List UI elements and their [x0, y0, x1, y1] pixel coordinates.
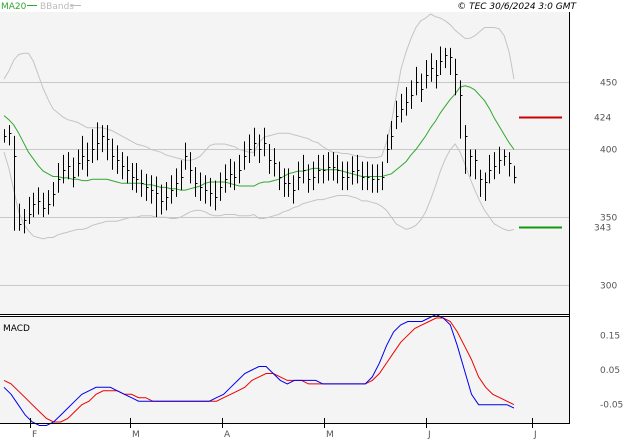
- ma20-line: [3, 85, 515, 191]
- copyright-text: © TEC 30/6/2024 3:0 GMT: [457, 2, 577, 12]
- x-tick-label: A: [224, 430, 231, 440]
- ma20-polyline: [3, 85, 515, 191]
- legend-ma20: MA20: [1, 2, 27, 12]
- level-markers: 424 343: [519, 114, 611, 234]
- x-tick-label: J: [533, 430, 537, 440]
- macd-line: [3, 313, 515, 426]
- price-y-tick-label: 350: [600, 214, 617, 224]
- macd-y-tick-label: -0.05: [600, 401, 623, 411]
- x-tick-label: M: [132, 430, 140, 440]
- bb-lower-line: [3, 143, 515, 240]
- price-bars: [4, 46, 517, 234]
- x-tick-label: M: [326, 430, 334, 440]
- macd-signal-line: [3, 317, 515, 423]
- macd-lines: [3, 313, 515, 426]
- price-y-tick-label: 300: [600, 282, 617, 292]
- macd-y-tick-label: 0.05: [600, 366, 620, 376]
- x-tick-label: J: [427, 430, 431, 440]
- legend-bbands: BBands: [40, 2, 74, 12]
- price-y-tick-label: 450: [600, 79, 617, 89]
- grid: [0, 82, 569, 286]
- price-panel-bg: [0, 12, 569, 314]
- y-axis-labels: 450 400 350 300 0.15 0.05 -0.05: [600, 79, 623, 411]
- macd-panel-bg: [0, 317, 569, 423]
- x-tick-label: F: [32, 430, 37, 440]
- level-label: 424: [594, 114, 611, 124]
- price-y-tick-label: 400: [600, 146, 617, 156]
- macd-y-tick-label: 0.15: [600, 331, 620, 341]
- macd-panel-title: MACD: [3, 324, 30, 334]
- level-label: 343: [594, 224, 611, 234]
